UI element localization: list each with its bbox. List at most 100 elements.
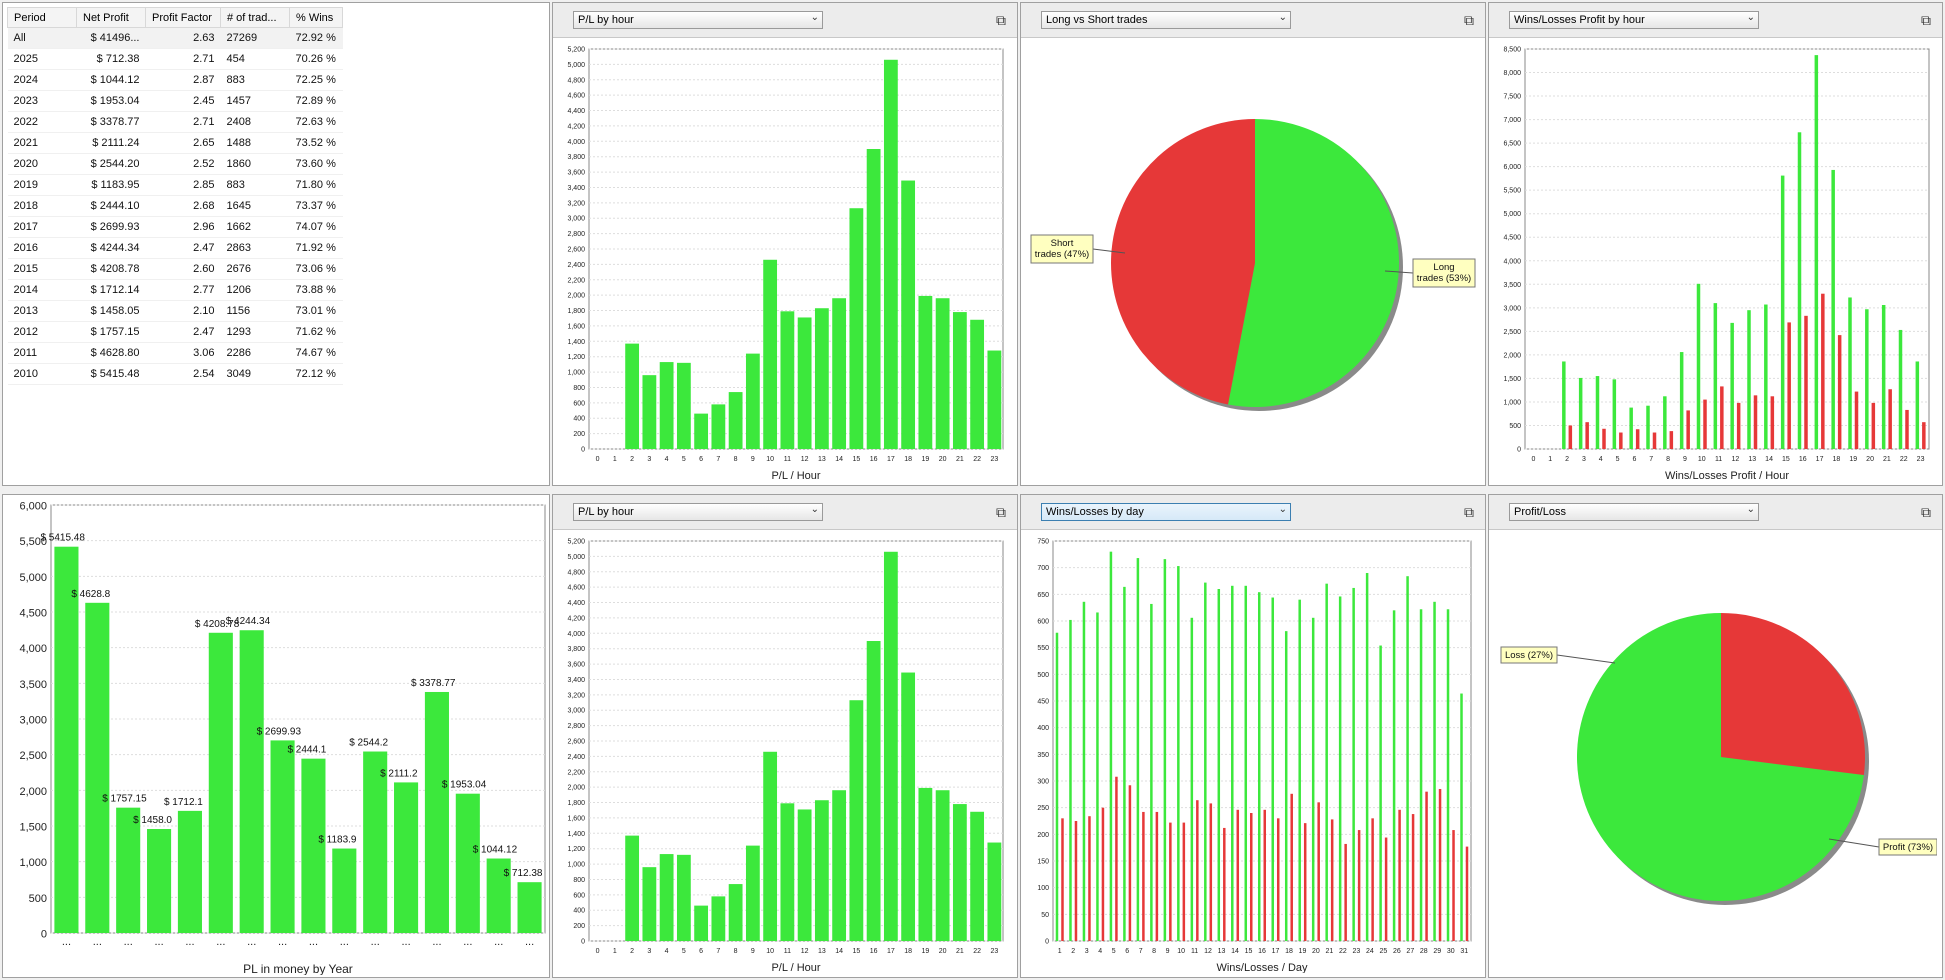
cell-profit-factor: 2.68 bbox=[145, 195, 221, 217]
table-row[interactable]: 2022 $ 3378.77 2.71 2408 72.63 % bbox=[7, 111, 343, 133]
table-row[interactable]: 2018 $ 2444.10 2.68 1645 73.37 % bbox=[7, 195, 343, 217]
bar bbox=[1452, 830, 1455, 941]
table-row[interactable]: 2015 $ 4208.78 2.60 2676 73.06 % bbox=[7, 258, 343, 280]
bar bbox=[745, 845, 760, 941]
maximize-icon[interactable]: ⧉ bbox=[996, 504, 1006, 520]
x-tick-label: 0 bbox=[1531, 456, 1535, 463]
x-tick-label: 16 bbox=[1799, 456, 1807, 463]
x-tick-label: ... bbox=[62, 936, 71, 948]
table-row[interactable]: All $ 41496... 2.63 27269 72.92 % bbox=[7, 27, 343, 49]
bar bbox=[1730, 322, 1734, 449]
y-tick-label: 1,500 bbox=[1503, 376, 1521, 383]
y-tick-label: 2,000 bbox=[567, 293, 585, 300]
table-row[interactable]: 2016 $ 4244.34 2.47 2863 71.92 % bbox=[7, 237, 343, 259]
table-row[interactable]: 2010 $ 5415.48 2.54 3049 72.12 % bbox=[7, 363, 343, 385]
maximize-icon[interactable]: ⧉ bbox=[996, 12, 1006, 28]
x-tick-label: 5 bbox=[682, 456, 686, 463]
cell-profit-factor: 2.47 bbox=[145, 321, 221, 343]
pie-slice[interactable] bbox=[1111, 119, 1255, 405]
cell-num-trades: 1488 bbox=[220, 132, 290, 154]
results-table-panel: Period Net Profit Profit Factor # of tra… bbox=[2, 2, 550, 486]
y-tick-label: 0 bbox=[581, 939, 585, 946]
pie-slice[interactable] bbox=[1228, 119, 1399, 407]
col-header-profit-factor[interactable]: Profit Factor bbox=[145, 7, 221, 28]
table-row[interactable]: 2013 $ 1458.05 2.10 1156 73.01 % bbox=[7, 300, 343, 322]
chart-type-dropdown[interactable]: P/L by hour ⌄ bbox=[573, 503, 823, 521]
table-row[interactable]: 2021 $ 2111.24 2.65 1488 73.52 % bbox=[7, 132, 343, 154]
y-tick-label: 350 bbox=[1037, 752, 1049, 759]
cell-net-profit: $ 41496... bbox=[76, 27, 146, 49]
cell-period: 2016 bbox=[7, 237, 77, 259]
cell-pct-wins: 74.67 % bbox=[289, 342, 343, 364]
x-tick-label: 1 bbox=[613, 948, 617, 955]
table-row[interactable]: 2019 $ 1183.95 2.85 883 71.80 % bbox=[7, 174, 343, 196]
bar bbox=[1837, 335, 1842, 449]
table-row[interactable]: 2025 $ 712.38 2.71 454 70.26 % bbox=[7, 48, 343, 70]
y-tick-label: 550 bbox=[1037, 645, 1049, 652]
col-header-net-profit[interactable]: Net Profit bbox=[76, 7, 146, 28]
x-tick-label: 3 bbox=[1085, 948, 1089, 955]
table-row[interactable]: 2024 $ 1044.12 2.87 883 72.25 % bbox=[7, 69, 343, 91]
x-tick-label: ... bbox=[154, 936, 163, 948]
dropdown-value: Wins/Losses Profit by hour bbox=[1514, 14, 1645, 26]
pie-slice[interactable] bbox=[1577, 613, 1864, 901]
table-row[interactable]: 2023 $ 1953.04 2.45 1457 72.89 % bbox=[7, 90, 343, 112]
y-tick-label: 200 bbox=[1037, 832, 1049, 839]
maximize-icon[interactable]: ⧉ bbox=[1921, 504, 1931, 520]
col-header-pct-wins[interactable]: % Wins bbox=[289, 7, 343, 28]
chart-type-dropdown[interactable]: Wins/Losses Profit by hour ⌄ bbox=[1509, 11, 1759, 29]
x-tick-label: 13 bbox=[818, 948, 826, 955]
bar bbox=[1915, 361, 1920, 449]
bar bbox=[1419, 609, 1423, 941]
bar bbox=[1465, 846, 1469, 941]
bar bbox=[1128, 785, 1132, 941]
pie-slice[interactable] bbox=[1721, 613, 1865, 776]
bar bbox=[1182, 822, 1186, 941]
bar bbox=[1797, 132, 1802, 449]
data-label: $ 712.38 bbox=[504, 868, 543, 879]
x-tick-label: 4 bbox=[1098, 948, 1102, 955]
chart-type-dropdown[interactable]: Profit/Loss ⌄ bbox=[1509, 503, 1759, 521]
y-tick-label: 0 bbox=[581, 447, 585, 454]
chart-type-dropdown[interactable]: Long vs Short trades ⌄ bbox=[1041, 11, 1291, 29]
chevron-down-icon: ⌄ bbox=[810, 12, 819, 23]
x-tick-label: 22 bbox=[1900, 456, 1908, 463]
y-tick-label: 2,000 bbox=[1503, 352, 1521, 359]
maximize-icon[interactable]: ⧉ bbox=[1464, 504, 1474, 520]
y-tick-label: 6,000 bbox=[19, 501, 47, 513]
cell-net-profit: $ 4244.34 bbox=[76, 237, 146, 259]
pie-label-leader bbox=[1384, 270, 1414, 274]
x-tick-label: 20 bbox=[1866, 456, 1874, 463]
y-tick-label: 2,800 bbox=[567, 723, 585, 730]
data-label: $ 1953.04 bbox=[442, 780, 487, 791]
table-row[interactable]: 2014 $ 1712.14 2.77 1206 73.88 % bbox=[7, 279, 343, 301]
bar bbox=[54, 546, 79, 933]
bar bbox=[1384, 837, 1388, 941]
bar bbox=[1150, 603, 1153, 941]
x-tick-label: ... bbox=[93, 936, 102, 948]
table-row[interactable]: 2011 $ 4628.80 3.06 2286 74.67 % bbox=[7, 342, 343, 364]
x-tick-label: 12 bbox=[801, 948, 809, 955]
y-tick-label: 4,400 bbox=[567, 600, 585, 607]
col-header-period[interactable]: Period bbox=[7, 7, 77, 28]
cell-pct-wins: 73.01 % bbox=[289, 300, 343, 322]
plot-area bbox=[1524, 48, 1930, 450]
data-label: $ 2544.2 bbox=[349, 738, 388, 749]
bar bbox=[1311, 617, 1315, 941]
x-tick-label: 31 bbox=[1460, 948, 1468, 955]
chart-type-dropdown[interactable]: Wins/Losses by day ⌄ bbox=[1041, 503, 1291, 521]
x-tick-label: 1 bbox=[1058, 948, 1062, 955]
table-row[interactable]: 2012 $ 1757.15 2.47 1293 71.62 % bbox=[7, 321, 343, 343]
x-tick-label: 23 bbox=[1352, 948, 1360, 955]
col-header-num-trades[interactable]: # of trad... bbox=[220, 7, 290, 28]
chart-type-dropdown[interactable]: P/L by hour ⌄ bbox=[573, 11, 823, 29]
table-row[interactable]: 2020 $ 2544.20 2.52 1860 73.60 % bbox=[7, 153, 343, 175]
maximize-icon[interactable]: ⧉ bbox=[1921, 12, 1931, 28]
maximize-icon[interactable]: ⧉ bbox=[1464, 12, 1474, 28]
y-tick-label: 200 bbox=[573, 923, 585, 930]
data-label: $ 2111.2 bbox=[380, 768, 418, 779]
table-row[interactable]: 2017 $ 2699.93 2.96 1662 74.07 % bbox=[7, 216, 343, 238]
y-tick-label: 2,400 bbox=[567, 262, 585, 269]
dropdown-value: P/L by hour bbox=[578, 506, 634, 518]
bar bbox=[1703, 399, 1707, 449]
